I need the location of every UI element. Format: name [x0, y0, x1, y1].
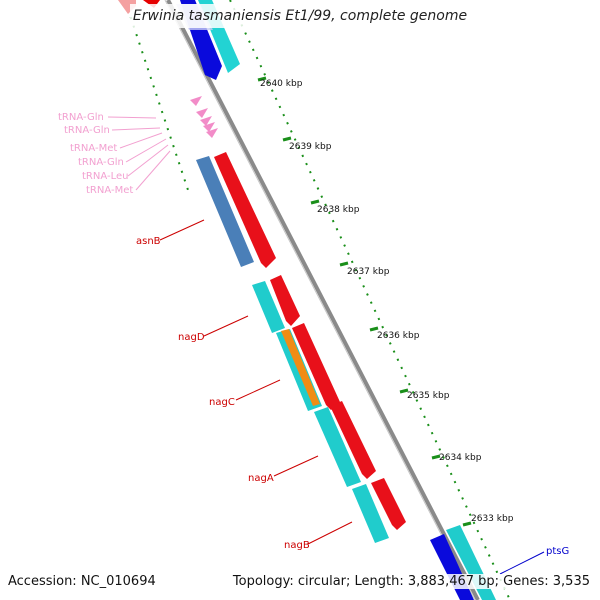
gene-label-nagD: nagD: [178, 332, 205, 343]
trna-arrow[interactable]: [206, 128, 218, 138]
gene-nagC-arrow[interactable]: [292, 323, 340, 410]
gene-nagD-arrow[interactable]: [270, 275, 300, 326]
gene-nagB-arrow[interactable]: [371, 478, 406, 530]
scale-tick-2635: 2635 kbp: [399, 388, 450, 401]
scale-tick-2634: 2634 kbp: [431, 453, 482, 463]
gene-asnB-arrow[interactable]: [214, 152, 276, 268]
gene-nagD-block[interactable]: [252, 281, 285, 333]
trna-label: tRNA-Gln: [58, 112, 104, 123]
gene-nagC-block-orange[interactable]: [281, 329, 320, 406]
gene-label-nagC: nagC: [209, 397, 235, 408]
trna-label: tRNA-Met: [70, 143, 117, 154]
accession-text: Accession: NC_010694: [6, 574, 158, 589]
title-background: [130, 4, 470, 28]
scale-label: 2640 kbp: [260, 79, 303, 89]
trna-label: tRNA-Met: [86, 185, 133, 196]
gene-labels: asnB nagD nagC nagA nagB: [136, 236, 310, 551]
gene-leader-ptsG: [499, 551, 545, 575]
genome-summary-text: Topology: circular; Length: 3,883,467 bp…: [230, 574, 592, 589]
trna-arrow[interactable]: [190, 96, 202, 106]
scale-label: 2636 kbp: [377, 331, 420, 341]
gene-label-ptsG: ptsG: [546, 546, 569, 557]
gene-label-nagB: nagB: [284, 540, 310, 551]
gene-label-asnB: asnB: [136, 236, 161, 247]
trna-leaders: [107, 116, 171, 191]
scale-label: 2635 kbp: [407, 391, 450, 401]
scale-tick-2637: 2637 kbp: [339, 261, 390, 277]
gene-nagA-arrow[interactable]: [330, 401, 376, 479]
trna-label: tRNA-Gln: [78, 157, 124, 168]
scale-tick-2633: 2633 kbp: [462, 514, 514, 527]
scale-tick-2638: 2638 kbp: [310, 199, 360, 215]
trna-arrow[interactable]: [196, 108, 208, 118]
trna-label: tRNA-Gln: [64, 125, 110, 136]
inner-dotted-track: [124, 0, 189, 191]
scale-label: 2637 kbp: [347, 267, 390, 277]
genome-backbone: [166, 0, 480, 600]
trna-arrow[interactable]: [200, 116, 212, 126]
scale-label: 2639 kbp: [289, 142, 332, 152]
scale-label: 2638 kbp: [317, 205, 360, 215]
scale-tick-2639: 2639 kbp: [282, 136, 332, 152]
gene-label-nagA: nagA: [248, 473, 274, 484]
feature-blocks: [118, 0, 496, 600]
trna-arrow[interactable]: [203, 122, 215, 132]
genome-backbone-highlight: [164, 0, 476, 600]
map-title: Erwinia tasmaniensis Et1/99, complete ge…: [132, 8, 468, 24]
gene-nagA-block[interactable]: [314, 407, 361, 487]
gene-nagB-block[interactable]: [352, 484, 389, 543]
scale-label: 2633 kbp: [471, 514, 514, 524]
scale-label: 2634 kbp: [439, 453, 482, 463]
gene-asnB-block[interactable]: [196, 156, 254, 267]
trna-labels: tRNA-Gln tRNA-Gln tRNA-Met tRNA-Gln tRNA…: [58, 112, 133, 196]
trna-label: tRNA-Leu: [82, 171, 128, 182]
gene-leaders: [159, 219, 353, 545]
scale-tick-2636: 2636 kbp: [369, 326, 420, 341]
scale-tick-2640: 2640 kbp: [257, 76, 303, 89]
